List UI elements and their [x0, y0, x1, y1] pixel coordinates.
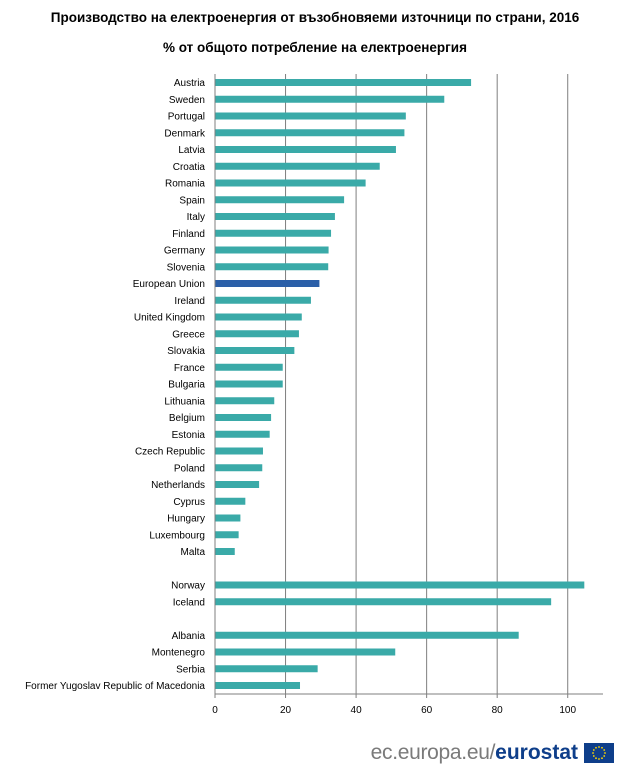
bar: [215, 481, 260, 488]
category-label: Latvia: [178, 145, 205, 156]
category-label: Italy: [187, 212, 205, 223]
category-label: Romania: [165, 179, 205, 190]
bar: [215, 296, 311, 304]
category-label: France: [174, 363, 206, 374]
bar: [215, 581, 585, 589]
category-label: Denmark: [164, 128, 206, 139]
category-label: United Kingdom: [134, 313, 205, 324]
footer-brand-text: eurostat: [495, 741, 578, 764]
bar: [215, 497, 246, 505]
flag-star: [598, 746, 600, 748]
flag-star: [604, 752, 606, 754]
chart-title: Производство на електроенергия от възобн…: [50, 10, 580, 25]
flag-star: [595, 746, 597, 749]
x-tick-label: 60: [421, 705, 433, 716]
bar: [215, 531, 239, 539]
bar: [215, 430, 270, 438]
category-label: Spain: [179, 195, 205, 206]
category-label: Albania: [172, 631, 206, 642]
bar-highlight: [215, 280, 320, 287]
bar: [215, 397, 275, 405]
flag-star: [592, 755, 595, 757]
flag-star: [601, 757, 603, 760]
bar: [215, 112, 406, 120]
bar: [215, 213, 335, 220]
category-label: Estonia: [172, 430, 206, 441]
bar: [215, 447, 263, 455]
bar: [215, 129, 405, 137]
category-label: Slovenia: [167, 262, 206, 273]
bar: [215, 464, 263, 472]
bar: [215, 548, 235, 555]
category-label: Iceland: [173, 597, 205, 608]
bar: [215, 330, 299, 338]
bar: [215, 263, 329, 271]
category-label: Finland: [172, 229, 205, 240]
category-label: Luxembourg: [149, 530, 205, 541]
category-label: Montenegro: [152, 648, 206, 659]
bar: [215, 363, 283, 371]
x-tick-label: 0: [212, 705, 218, 716]
category-label: European Union: [133, 279, 205, 290]
bar: [215, 682, 301, 689]
bar: [215, 665, 318, 673]
category-label: Slovakia: [167, 346, 205, 357]
category-label: Portugal: [168, 112, 205, 123]
bar: [215, 598, 552, 606]
flag-star: [603, 755, 606, 757]
flag-star: [601, 746, 603, 749]
flag-star: [592, 752, 594, 754]
bar: [215, 347, 295, 354]
x-tick-label: 80: [492, 705, 504, 716]
category-label: Norway: [171, 581, 205, 592]
bar: [215, 179, 366, 187]
category-label: Poland: [174, 463, 205, 474]
category-label: Cyprus: [173, 497, 205, 508]
x-tick-label: 100: [559, 705, 576, 716]
category-label: Ireland: [174, 296, 205, 307]
bar: [215, 514, 241, 522]
flag-star: [603, 749, 606, 751]
bar: [215, 162, 380, 170]
category-label: Malta: [181, 547, 206, 558]
category-label: Czech Republic: [135, 447, 205, 458]
bar: [215, 146, 396, 153]
category-label: Croatia: [173, 162, 206, 173]
bar: [215, 196, 345, 204]
category-label: Serbia: [176, 664, 205, 675]
category-label: Sweden: [169, 95, 205, 106]
x-tick-label: 40: [351, 705, 363, 716]
bar: [215, 380, 283, 388]
x-tick-label: 20: [280, 705, 292, 716]
category-label: Lithuania: [164, 396, 205, 407]
footer-site-text: ec.europa.eu/: [370, 741, 496, 764]
footer: ec.europa.eu/eurostat: [371, 741, 614, 765]
bar: [215, 229, 332, 237]
chart-subtitle: % от общото потребление на електроенерги…: [163, 40, 467, 55]
bar: [215, 246, 329, 254]
bar: [215, 79, 472, 86]
category-label: Bulgaria: [168, 380, 205, 391]
category-label: Netherlands: [151, 480, 205, 491]
flag-star: [598, 758, 600, 760]
bar: [215, 648, 396, 656]
category-label: Greece: [172, 329, 205, 340]
category-label: Former Yugoslav Republic of Macedonia: [25, 681, 205, 692]
flag-star: [592, 749, 595, 751]
category-label: Austria: [174, 78, 206, 89]
bar: [215, 95, 445, 103]
flag-star: [595, 757, 597, 760]
category-label: Hungary: [167, 514, 205, 525]
eu-flag-icon: [584, 743, 614, 763]
bar: [215, 631, 519, 639]
category-label: Germany: [164, 246, 205, 257]
category-label: Belgium: [169, 413, 205, 424]
bar: [215, 414, 272, 421]
bar: [215, 313, 302, 321]
